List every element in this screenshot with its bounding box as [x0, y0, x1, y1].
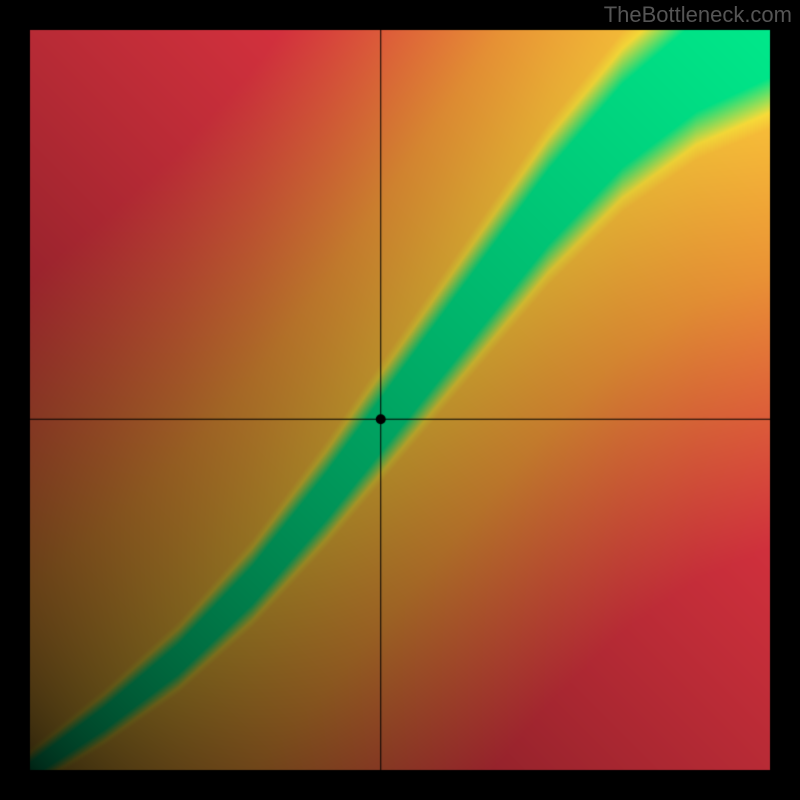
- chart-container: TheBottleneck.com: [0, 0, 800, 800]
- heatmap-canvas: [0, 0, 800, 800]
- watermark-text: TheBottleneck.com: [604, 2, 792, 28]
